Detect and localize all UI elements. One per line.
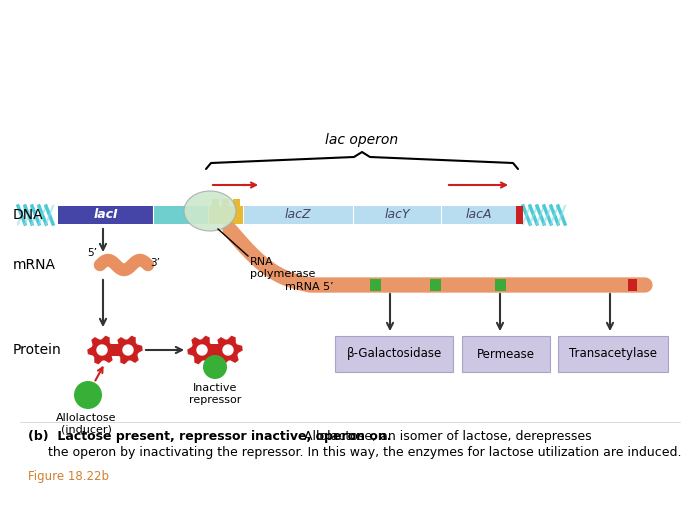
Bar xyxy=(441,206,516,224)
Text: mRNA: mRNA xyxy=(13,258,56,272)
Circle shape xyxy=(74,381,102,409)
Text: lac operon: lac operon xyxy=(326,133,398,147)
Bar xyxy=(210,344,220,356)
Text: lacY: lacY xyxy=(384,208,409,222)
Polygon shape xyxy=(188,337,216,363)
Text: lacZ: lacZ xyxy=(285,208,312,222)
Text: Inactive
repressor: Inactive repressor xyxy=(189,383,241,405)
Text: Allolactose
(inducer): Allolactose (inducer) xyxy=(56,413,116,435)
Bar xyxy=(430,279,441,291)
Bar xyxy=(353,206,441,224)
Polygon shape xyxy=(114,337,142,363)
Text: Protein: Protein xyxy=(13,343,62,357)
Polygon shape xyxy=(97,345,107,355)
Text: lacI: lacI xyxy=(93,208,118,222)
Bar xyxy=(462,336,550,372)
Polygon shape xyxy=(123,345,133,355)
Polygon shape xyxy=(197,345,207,355)
Text: β-Galactosidase: β-Galactosidase xyxy=(346,348,442,361)
Text: mRNA 5’: mRNA 5’ xyxy=(285,282,334,292)
Text: Permease: Permease xyxy=(477,348,535,361)
Polygon shape xyxy=(214,337,242,363)
Ellipse shape xyxy=(184,191,236,231)
Text: RNA
polymerase: RNA polymerase xyxy=(250,257,316,279)
Bar xyxy=(153,206,208,224)
Bar xyxy=(232,199,239,206)
Bar xyxy=(243,206,353,224)
Text: Figure 18.22b: Figure 18.22b xyxy=(28,470,109,483)
Text: DNA: DNA xyxy=(13,208,43,222)
Bar xyxy=(110,344,120,356)
Bar xyxy=(335,336,453,372)
Bar xyxy=(211,199,218,206)
Bar xyxy=(558,336,668,372)
Bar xyxy=(222,199,229,206)
Text: 3’: 3’ xyxy=(150,258,160,268)
Circle shape xyxy=(203,355,227,379)
Bar xyxy=(208,206,243,224)
Text: Allolactose, an isomer of lactose, derepresses: Allolactose, an isomer of lactose, derep… xyxy=(300,430,592,443)
Bar xyxy=(516,206,523,224)
Polygon shape xyxy=(223,345,233,355)
Text: lacA: lacA xyxy=(466,208,491,222)
Polygon shape xyxy=(88,337,116,363)
Text: (b)  Lactose present, repressor inactive, operon on.: (b) Lactose present, repressor inactive,… xyxy=(28,430,391,443)
Text: the operon by inactivating the repressor. In this way, the enzymes for lactose u: the operon by inactivating the repressor… xyxy=(28,446,682,459)
Bar xyxy=(628,279,637,291)
Text: Transacetylase: Transacetylase xyxy=(569,348,657,361)
Text: 5’: 5’ xyxy=(87,248,97,258)
Bar xyxy=(58,206,153,224)
Bar xyxy=(370,279,381,291)
Bar xyxy=(495,279,506,291)
